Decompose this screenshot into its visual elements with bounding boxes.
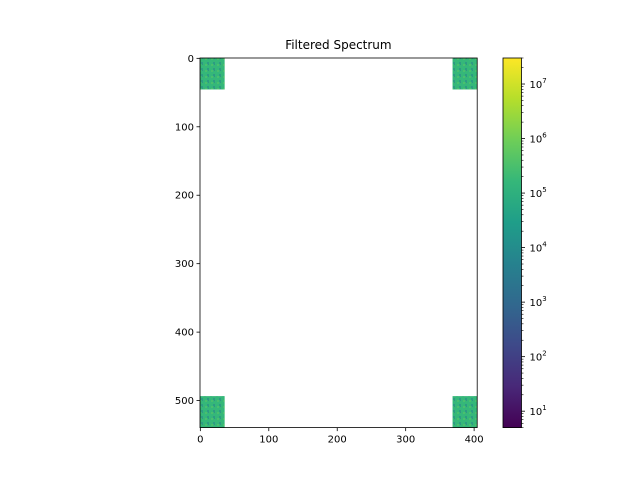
colorbar-tick: 103 <box>521 295 547 309</box>
colorbar-tick-label: 107 <box>530 77 547 91</box>
colorbar-tick-label: 102 <box>530 350 547 364</box>
x-tick-label: 300 <box>396 435 415 446</box>
x-tick: 400 <box>465 427 484 446</box>
y-tick-label: 200 <box>175 191 194 202</box>
y-tick-label: 500 <box>175 396 194 407</box>
colorbar-frame <box>502 57 522 429</box>
x-tick: 300 <box>396 427 415 446</box>
y-tick: 300 <box>175 259 200 270</box>
colorbar-tick: 106 <box>521 132 548 146</box>
y-tick-label: 300 <box>175 259 194 270</box>
colorbar-tick-label: 103 <box>530 295 547 309</box>
y-tick-label: 0 <box>188 54 194 65</box>
spectrum-regions <box>200 58 478 428</box>
y-tick: 0 <box>188 54 200 65</box>
y-tick: 500 <box>175 396 200 407</box>
colorbar-tick: 107 <box>521 77 547 91</box>
spectrum-region <box>200 396 225 428</box>
colorbar-gradient <box>503 58 522 428</box>
x-tick-label: 400 <box>465 435 484 446</box>
x-tick-label: 200 <box>328 435 347 446</box>
x-axis: 0 100 200 300 400 <box>197 427 484 446</box>
y-axis: 0 100 200 300 400 500 <box>175 54 200 407</box>
spectrum-region <box>452 396 478 428</box>
y-tick-label: 100 <box>175 122 194 133</box>
spectrum-region <box>452 58 478 90</box>
plot-background <box>200 58 478 428</box>
x-tick: 0 <box>197 427 204 446</box>
colorbar: 101 102 103 104 105 106 107 <box>502 57 548 429</box>
y-tick: 400 <box>175 328 200 339</box>
y-tick: 200 <box>175 191 200 202</box>
colorbar-tick: 104 <box>521 241 548 255</box>
colorbar-tick: 101 <box>521 404 547 418</box>
y-tick: 100 <box>175 122 200 133</box>
y-tick-label: 400 <box>175 328 194 339</box>
colorbar-tick-label: 106 <box>530 132 548 146</box>
spectrum-region <box>200 58 225 90</box>
colorbar-ticks: 101 102 103 104 105 106 107 <box>521 57 548 428</box>
x-tick-label: 100 <box>259 435 278 446</box>
colorbar-tick: 105 <box>521 186 547 200</box>
plot-area <box>199 57 478 429</box>
colorbar-tick: 102 <box>521 350 547 364</box>
colorbar-tick-label: 104 <box>530 241 548 255</box>
colorbar-tick-label: 101 <box>530 404 547 418</box>
chart-title: Filtered Spectrum <box>285 38 391 52</box>
x-tick-label: 0 <box>197 435 203 446</box>
x-tick: 100 <box>259 427 278 446</box>
plot-frame <box>199 57 478 429</box>
colorbar-tick-label: 105 <box>530 186 547 200</box>
x-tick: 200 <box>328 427 347 446</box>
